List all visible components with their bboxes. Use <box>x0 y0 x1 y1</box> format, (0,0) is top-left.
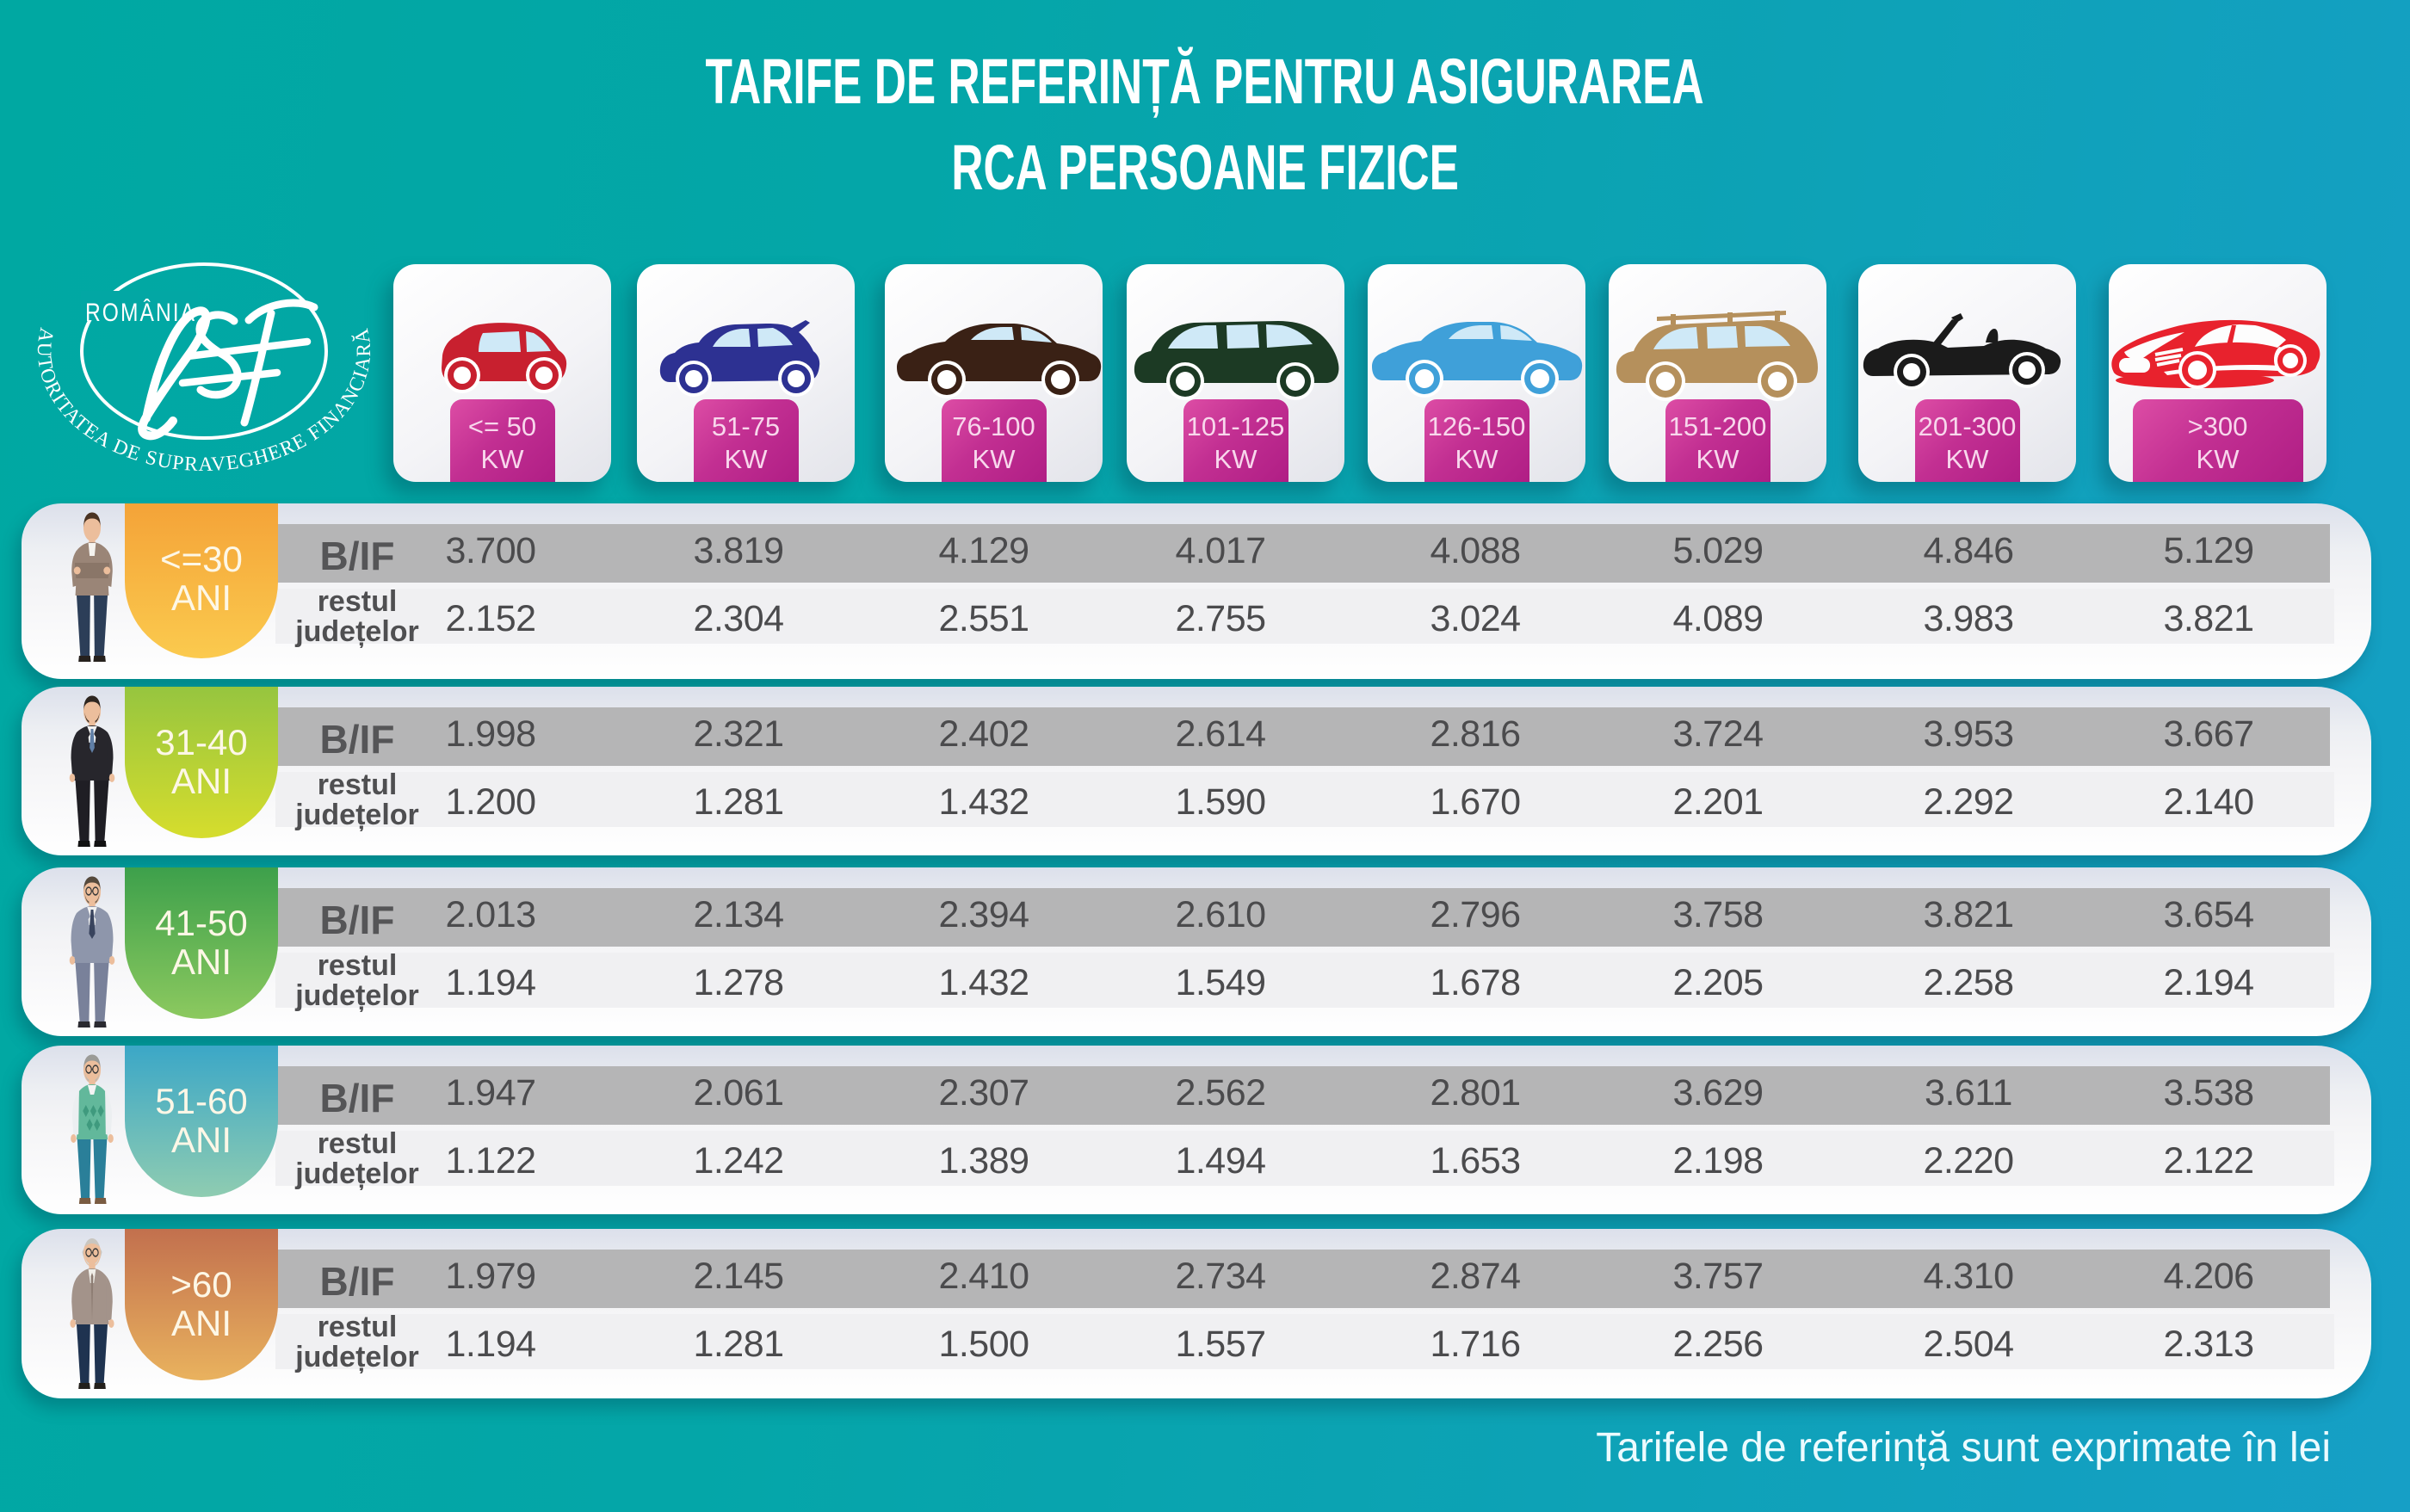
svg-text:AUTORITATEA DE SUPRAVEGHERE FI: AUTORITATEA DE SUPRAVEGHERE FINANCIARĂ <box>33 326 375 476</box>
svg-text:ROMÂNIA: ROMÂNIA <box>85 298 196 327</box>
